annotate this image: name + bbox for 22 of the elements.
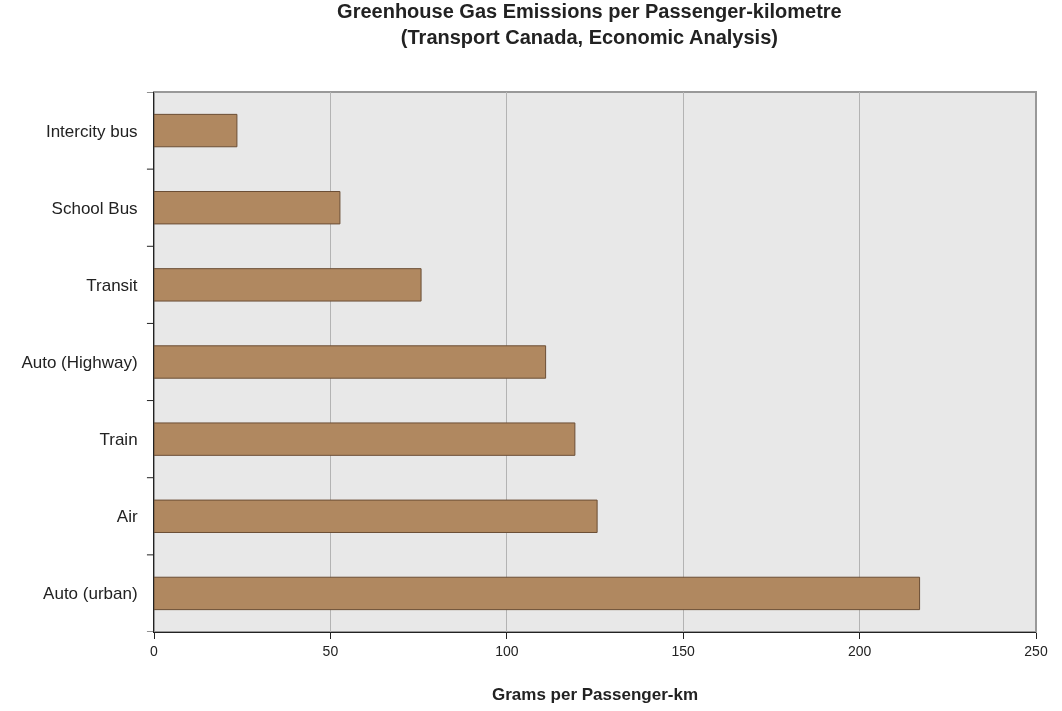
y-tick-label: Air (116, 507, 138, 527)
bar (154, 345, 547, 379)
y-tick-label: Train (99, 430, 138, 450)
y-tick-label: Auto (Highway) (21, 352, 138, 372)
x-tick-label: 200 (847, 642, 872, 659)
y-tick-label: Auto (urban) (43, 584, 138, 604)
bar (154, 499, 598, 533)
x-tick-label: 250 (1024, 642, 1048, 659)
bar (154, 113, 238, 148)
x-tick-label: 50 (322, 642, 339, 659)
y-tick-label: Transit (86, 275, 138, 295)
bar (154, 268, 422, 302)
bar (154, 576, 921, 611)
bar (154, 422, 576, 456)
x-tick-label: 0 (150, 642, 159, 659)
x-axis-title: Grams per Passenger-km (492, 685, 698, 705)
x-tick-label: 100 (495, 642, 519, 659)
y-tick-label: Intercity bus (45, 121, 138, 141)
bar (154, 191, 341, 225)
y-tick-label: School Bus (51, 198, 138, 218)
x-tick-label: 150 (671, 642, 696, 659)
chart-title: Greenhouse Gas Emissions per Passenger-kilometre (Transport Canada, Economic Analysis) (337, 0, 842, 48)
